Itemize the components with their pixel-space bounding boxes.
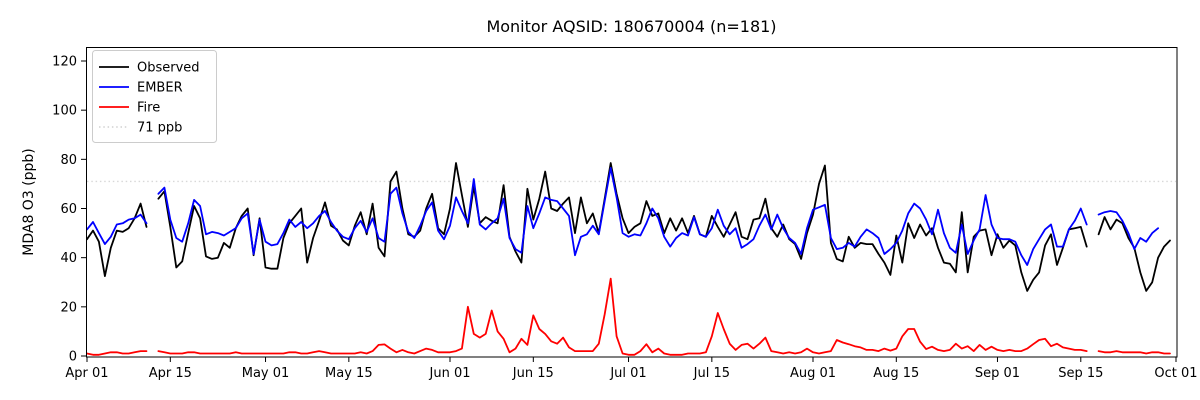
y-ticks: 0 20 40 60 80 100 120 — [52, 55, 86, 365]
series-group — [86, 162, 1171, 356]
y-tick-label: 20 — [60, 300, 77, 315]
x-tick-label: Oct 01 — [1154, 366, 1197, 381]
legend-item-label: Fire — [137, 101, 160, 116]
x-tick-label: Jul 01 — [609, 366, 646, 381]
legend: Observed EMBER Fire 71 ppb — [92, 50, 217, 143]
x-tick-label: Sep 15 — [1058, 366, 1103, 381]
series-line-ember — [86, 167, 1159, 266]
x-tick-label: Jun 01 — [429, 366, 471, 381]
x-tick-label: Aug 15 — [873, 366, 919, 381]
series-line-fire — [86, 277, 1171, 356]
plot-border — [86, 47, 1178, 358]
x-tick-label: Sep 01 — [975, 366, 1020, 381]
y-tick-label: 100 — [52, 104, 77, 119]
x-tick-label: Jul 15 — [693, 366, 730, 381]
y-tick-label: 0 — [69, 350, 77, 365]
y-tick-label: 40 — [60, 251, 77, 266]
x-tick-label: Aug 01 — [790, 366, 836, 381]
legend-item-label: 71 ppb — [137, 121, 182, 136]
legend-item-label: EMBER — [137, 81, 183, 96]
x-tick-label: Jun 15 — [512, 366, 554, 381]
y-tick-label: 120 — [52, 55, 77, 70]
x-ticks: Apr 01 Apr 15 May 01 May 15 Jun 01 Jun 15 Jul … — [65, 357, 1198, 381]
x-tick-label: May 01 — [242, 366, 290, 381]
y-axis-label: MDA8 O3 (ppb) — [21, 148, 37, 256]
x-tick-label: Apr 01 — [65, 366, 108, 381]
y-tick-label: 60 — [60, 202, 77, 217]
legend-box — [92, 50, 217, 143]
x-tick-label: May 15 — [325, 366, 373, 381]
y-tick-label: 80 — [60, 153, 77, 168]
chart-title: Monitor AQSID: 180670004 (n=181) — [486, 17, 776, 36]
x-tick-label: Apr 15 — [149, 366, 192, 381]
legend-item-label: Observed — [137, 61, 200, 76]
